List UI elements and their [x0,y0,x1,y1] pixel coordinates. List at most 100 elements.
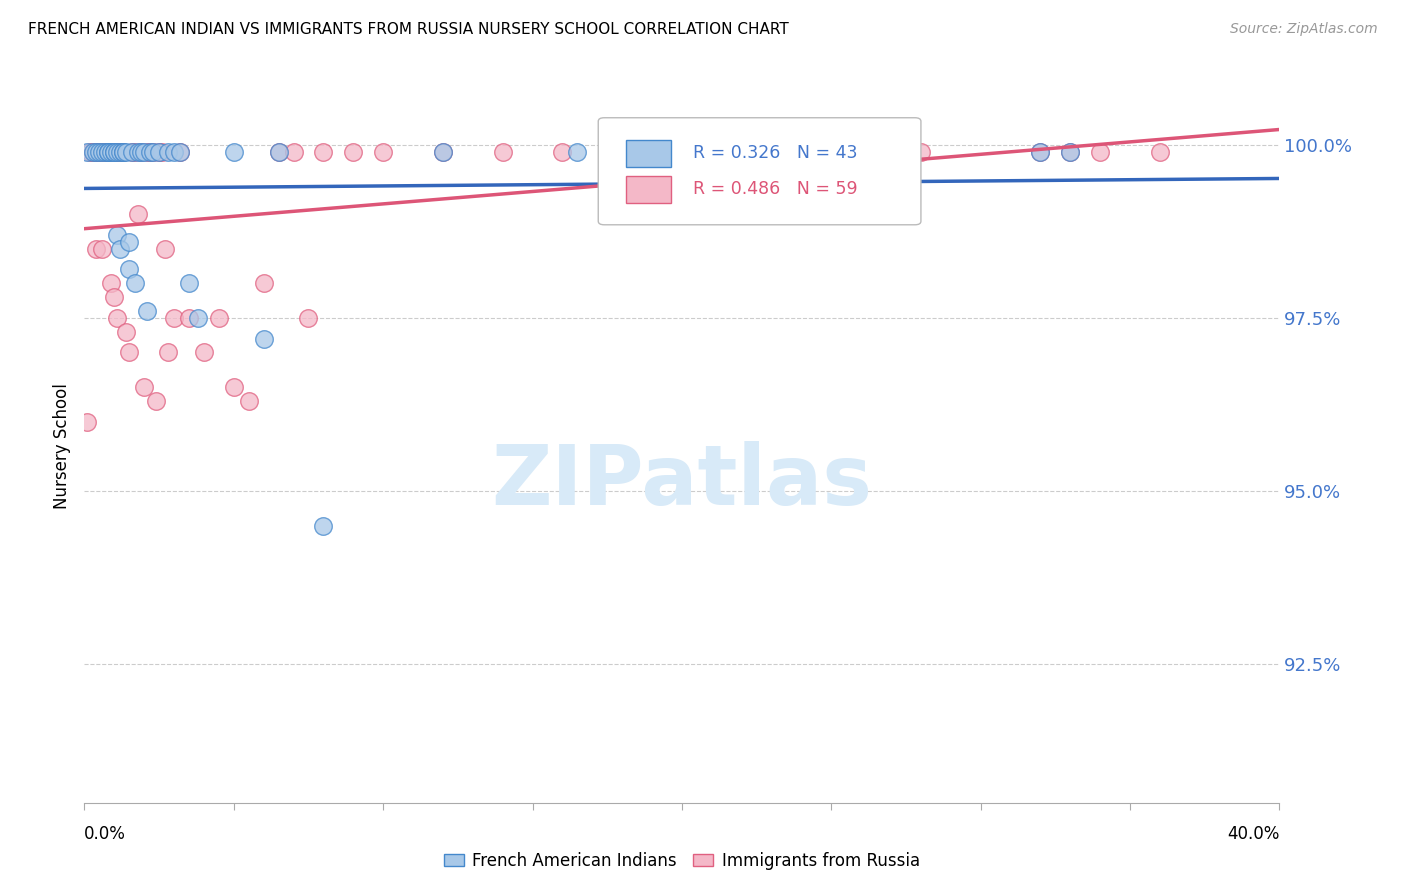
Point [89,145,111,159]
Point [132,145,156,159]
Point [157,145,180,159]
Point [79,145,101,159]
Point [177,276,200,290]
Text: Source: ZipAtlas.com: Source: ZipAtlas.com [1230,22,1378,37]
Point [297,310,319,325]
Point [177,310,200,325]
Point [148,145,170,159]
Point [253,332,276,346]
Point [169,145,191,159]
Text: R = 0.486   N = 59: R = 0.486 N = 59 [693,180,858,198]
Point [118,345,141,359]
Point [238,394,260,409]
Point [267,145,290,159]
Point [169,145,191,159]
Point [115,325,138,339]
Point [118,235,141,249]
Point [124,276,146,290]
Point [129,145,152,159]
Point [124,145,146,159]
Point [910,145,932,159]
Point [105,310,128,325]
Point [91,145,114,159]
Point [1059,145,1081,159]
Point [82,145,104,159]
Point [790,145,813,159]
Point [110,145,132,159]
Point [76,145,98,159]
Y-axis label: Nursery School: Nursery School [53,383,72,509]
Point [103,145,125,159]
Text: R = 0.326   N = 43: R = 0.326 N = 43 [693,145,858,162]
Point [86,242,108,256]
Point [312,145,335,159]
Point [1149,145,1171,159]
Point [112,145,135,159]
Point [150,145,173,159]
Point [187,310,209,325]
Point [163,145,186,159]
Point [671,145,693,159]
Point [1059,145,1081,159]
Point [492,145,515,159]
Point [105,145,128,159]
Point [551,145,574,159]
Point [91,242,114,256]
Point [267,145,290,159]
Point [100,145,122,159]
Point [110,242,132,256]
Point [153,242,176,256]
Point [145,394,167,409]
Text: 40.0%: 40.0% [1227,825,1279,843]
Point [342,145,364,159]
Point [371,145,394,159]
Point [222,380,245,394]
Point [121,145,143,159]
Point [82,145,104,159]
FancyBboxPatch shape [626,176,671,202]
Point [94,145,117,159]
Text: ZIPatlas: ZIPatlas [492,442,872,522]
Point [97,145,120,159]
Point [163,310,186,325]
Point [208,310,231,325]
Point [105,227,128,242]
Point [136,145,159,159]
Point [100,276,122,290]
Point [89,145,111,159]
Text: FRENCH AMERICAN INDIAN VS IMMIGRANTS FROM RUSSIA NURSERY SCHOOL CORRELATION CHAR: FRENCH AMERICAN INDIAN VS IMMIGRANTS FRO… [28,22,789,37]
Point [112,145,135,159]
Point [97,145,120,159]
Point [567,145,589,159]
Point [432,145,454,159]
Point [97,145,120,159]
Point [103,290,125,304]
Point [157,345,180,359]
Point [253,276,276,290]
Point [115,145,138,159]
Point [103,145,125,159]
Point [139,145,162,159]
Point [142,145,165,159]
Point [89,145,111,159]
Point [142,145,165,159]
Point [118,262,141,277]
Point [1029,145,1052,159]
Point [432,145,454,159]
Point [127,145,149,159]
Point [76,415,98,429]
Point [132,380,156,394]
Point [312,518,335,533]
Point [112,145,135,159]
Legend: French American Indians, Immigrants from Russia: French American Indians, Immigrants from… [437,846,927,877]
FancyBboxPatch shape [626,140,671,167]
Text: 0.0%: 0.0% [84,825,127,843]
Point [86,145,108,159]
Point [103,145,125,159]
Point [136,304,159,318]
FancyBboxPatch shape [599,118,921,225]
Point [1029,145,1052,159]
Point [222,145,245,159]
Point [105,145,128,159]
Point [671,145,693,159]
